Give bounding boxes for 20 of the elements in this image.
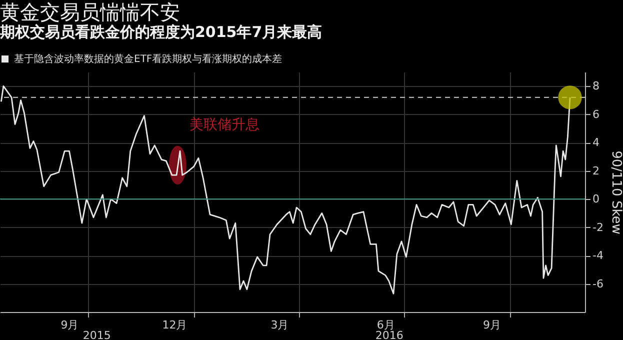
y-tick-label: 2 — [592, 164, 600, 178]
y-tick-label: 0 — [592, 192, 600, 206]
y-tick-label: -4 — [592, 249, 604, 262]
y-axis-title: 90/110 Skew — [608, 150, 623, 235]
text: 2015 — [82, 329, 111, 340]
y-tick-label: -2 — [592, 220, 604, 234]
chart-title: 黄金交易员惴惴不安 — [0, 0, 180, 24]
text: 2016 — [375, 329, 404, 340]
y-tick-label: 8 — [592, 80, 600, 93]
y-tick-label: -6 — [592, 277, 604, 290]
chart-subtitle: 期权交易员看跌金价的程度为2015年7月来最高 — [0, 23, 322, 41]
y-tick-label: 6 — [592, 108, 600, 121]
x-tick-label: 3月 — [270, 318, 289, 332]
x-tick-label: 6月 — [376, 318, 395, 332]
annotation: 美联储升息 — [190, 117, 260, 134]
y-tick-label: 4 — [592, 136, 600, 150]
x-tick-label: 9月 — [483, 318, 502, 332]
x-tick-label: 12月 — [162, 318, 188, 332]
x-tick-label: 9月 — [60, 318, 79, 332]
legend-label: 基于隐含波动率数据的黄金ETF看跌期权与看涨期权的成本差 — [14, 53, 282, 65]
